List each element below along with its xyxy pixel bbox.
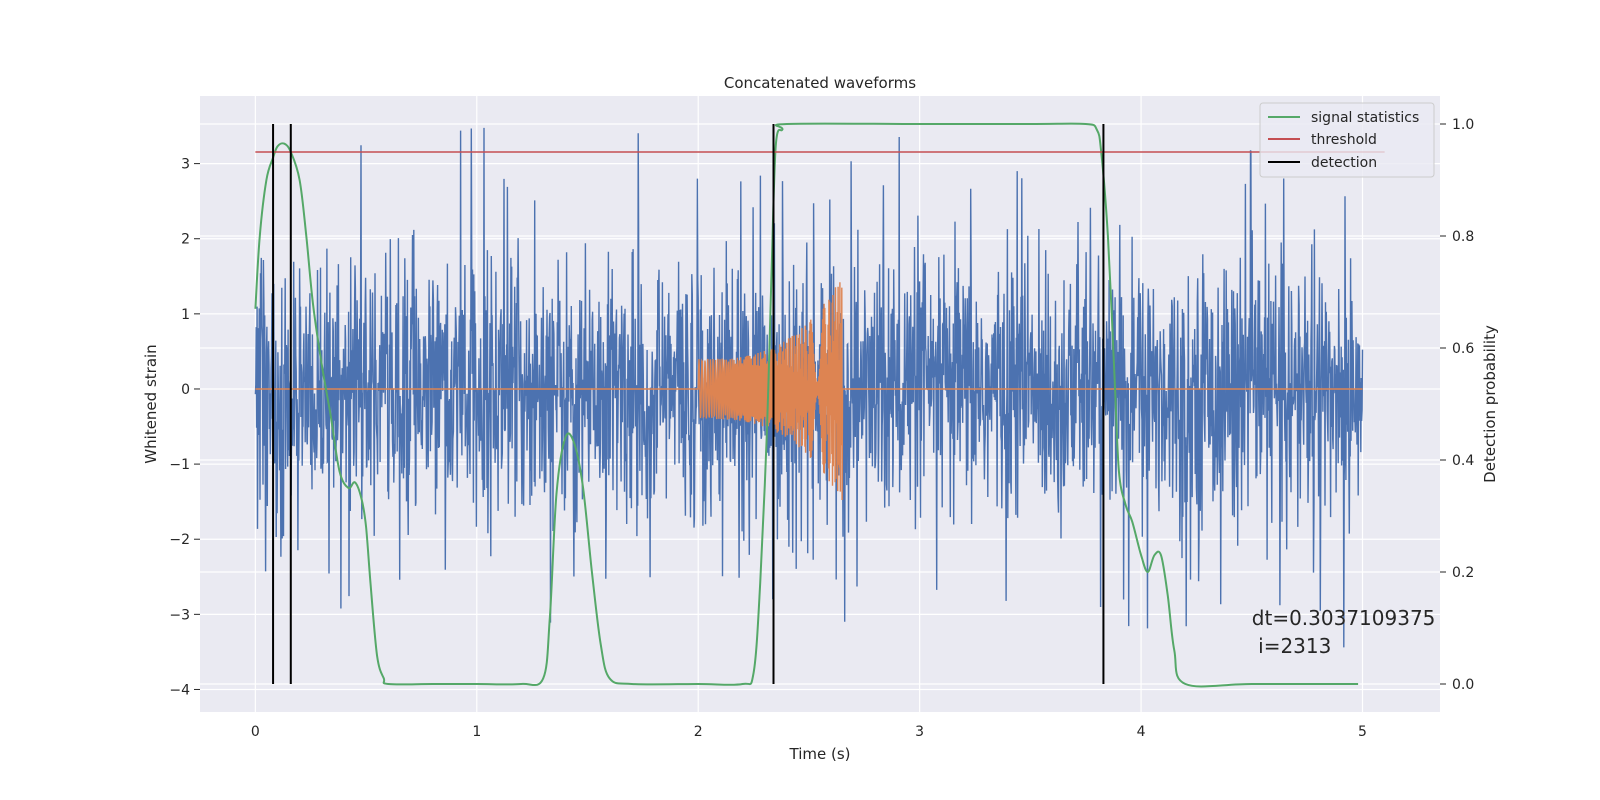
y-right-tick-label: 0.0 <box>1452 677 1474 693</box>
y-left-tick-label: 3 <box>181 157 190 173</box>
x-axis-title: Time (s) <box>789 745 851 763</box>
y-axis-right-title: Detection probability <box>1481 325 1499 483</box>
x-tick-label: 2 <box>694 724 703 740</box>
series-chirp-line <box>255 282 1363 501</box>
x-tick-label: 3 <box>915 724 924 740</box>
legend-label-threshold: threshold <box>1311 132 1377 148</box>
legend: signal statistics threshold detection <box>1259 102 1435 178</box>
chart-title: Concatenated waveforms <box>724 74 916 92</box>
y-left-tick-label: 2 <box>181 232 190 248</box>
x-tick-label: 0 <box>251 724 260 740</box>
y-left-tick-label: −3 <box>169 607 190 623</box>
legend-label-signal-statistics: signal statistics <box>1311 110 1419 126</box>
x-tick-label: 4 <box>1137 724 1146 740</box>
y-right-tick-label: 1.0 <box>1452 117 1474 133</box>
y-right-tick-label: 0.4 <box>1452 453 1474 469</box>
ticks: 0 1 2 3 4 5 −4 −3 −2 −1 0 1 2 3 0.0 0.2 0.4 0.6 0.8 1.0 <box>169 117 1474 740</box>
y-right-tick-label: 0.8 <box>1452 229 1474 245</box>
y-right-tick-label: 0.2 <box>1452 565 1474 581</box>
y-axis-left-title: Whitened strain <box>142 344 160 463</box>
x-tick-label: 5 <box>1358 724 1367 740</box>
annotation-dt: dt=0.3037109375 <box>1252 606 1436 630</box>
y-right-tick-label: 0.6 <box>1452 341 1474 357</box>
y-left-tick-label: 1 <box>181 307 190 323</box>
series-signal-statistics-line <box>254 122 1359 688</box>
y-left-tick-label: −2 <box>169 532 190 548</box>
y-left-tick-label: 0 <box>181 382 190 398</box>
legend-label-detection: detection <box>1311 155 1377 171</box>
x-tick-label: 1 <box>472 724 481 740</box>
y-left-tick-label: −4 <box>169 682 190 698</box>
legend-box <box>1259 102 1435 178</box>
y-left-tick-label: −1 <box>169 457 190 473</box>
series-layer <box>254 122 1385 688</box>
annotation-index: i=2313 <box>1252 634 1332 658</box>
